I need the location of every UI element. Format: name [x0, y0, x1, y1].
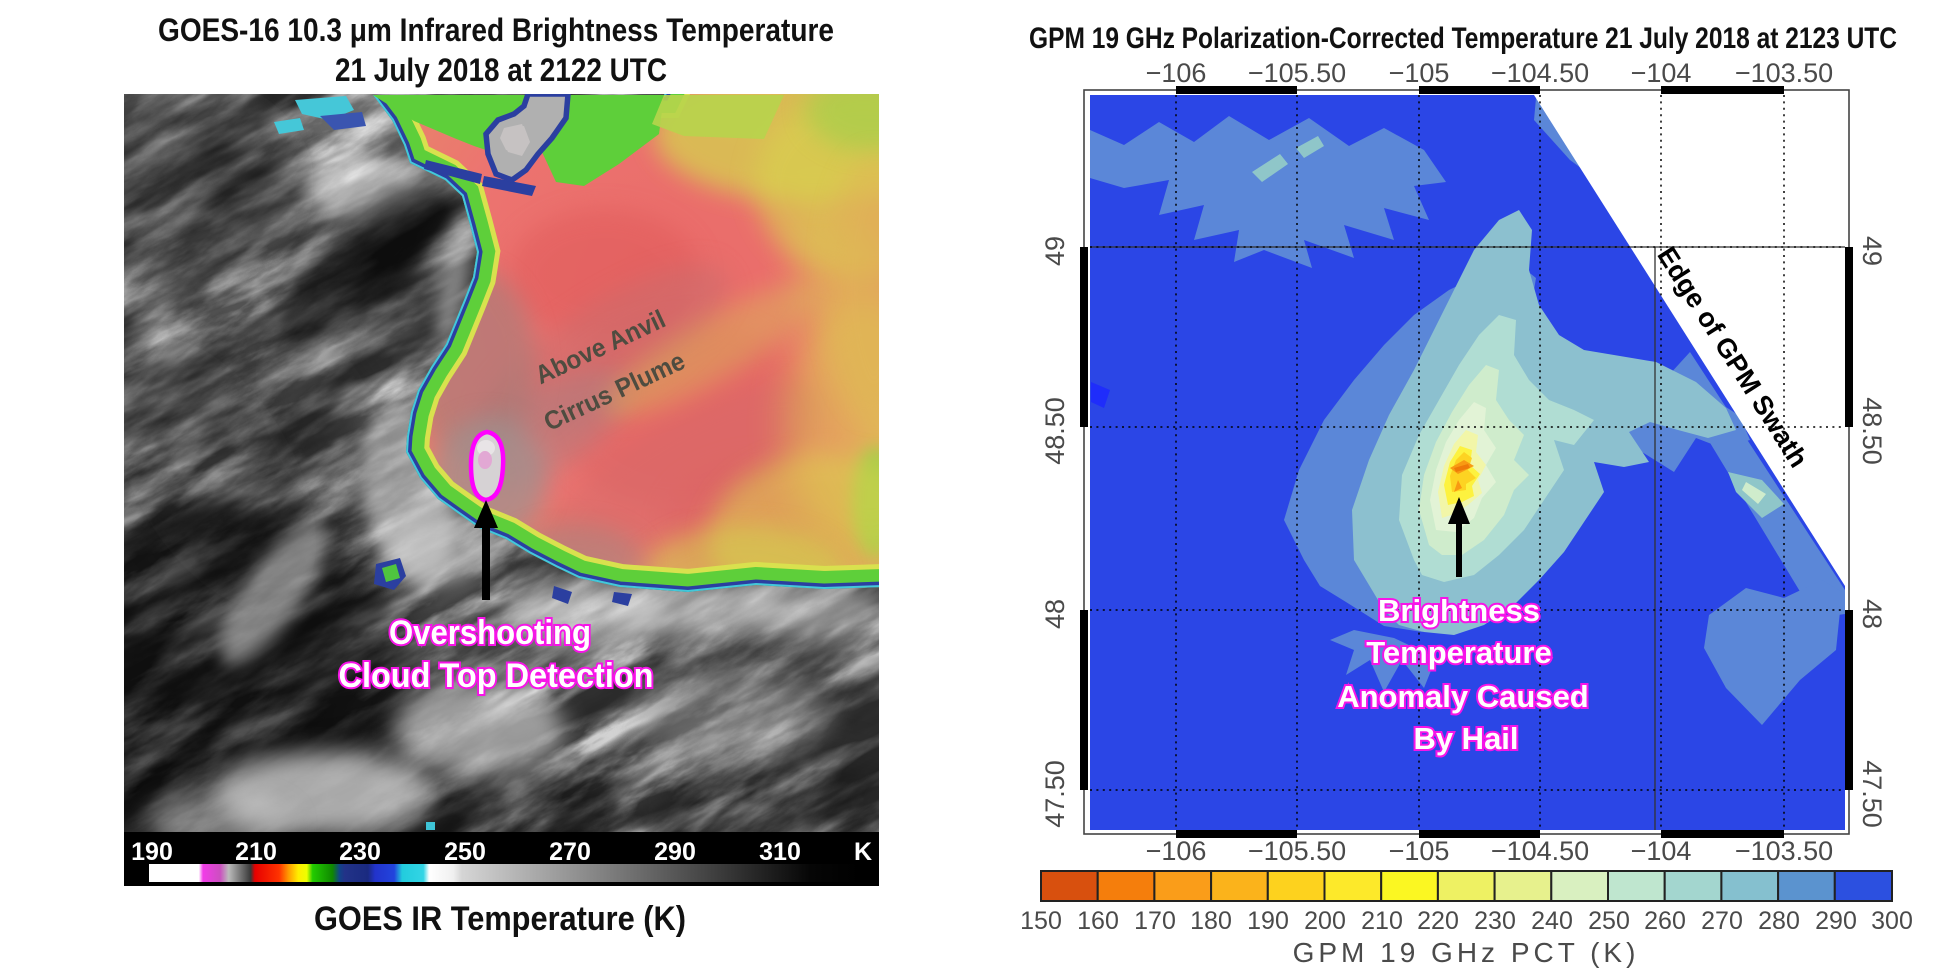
svg-text:Temperature: Temperature [1366, 635, 1552, 670]
svg-text:190: 190 [131, 838, 173, 866]
svg-text:270: 270 [1701, 907, 1743, 935]
svg-text:GPM 19 GHz Polarization-Correc: GPM 19 GHz Polarization-Corrected Temper… [1029, 22, 1897, 55]
svg-text:−105.50: −105.50 [1248, 836, 1346, 866]
svg-text:−103.50: −103.50 [1735, 836, 1833, 866]
svg-text:21 July 2018 at 2122 UTC: 21 July 2018 at 2122 UTC [335, 52, 667, 88]
svg-text:Brightness: Brightness [1378, 593, 1540, 628]
svg-text:−106: −106 [1146, 836, 1207, 866]
svg-text:250: 250 [1588, 907, 1630, 935]
svg-text:200: 200 [1304, 907, 1346, 935]
svg-text:310: 310 [759, 838, 801, 866]
svg-text:By Hail: By Hail [1413, 721, 1518, 756]
svg-text:210: 210 [1361, 907, 1403, 935]
svg-text:48.50: 48.50 [1040, 397, 1070, 465]
svg-text:230: 230 [1474, 907, 1516, 935]
svg-text:GOES-16 10.3 μm Infrared Brigh: GOES-16 10.3 μm Infrared Brightness Temp… [158, 12, 834, 48]
svg-text:Overshooting: Overshooting [389, 614, 591, 652]
svg-text:48.50: 48.50 [1857, 397, 1887, 465]
svg-text:−104: −104 [1631, 836, 1692, 866]
svg-text:48: 48 [1857, 599, 1887, 629]
svg-text:220: 220 [1417, 907, 1459, 935]
svg-text:47.50: 47.50 [1040, 760, 1070, 828]
svg-text:49: 49 [1857, 236, 1887, 266]
svg-text:300: 300 [1871, 907, 1913, 935]
svg-text:150: 150 [1020, 907, 1062, 935]
svg-text:−104.50: −104.50 [1491, 58, 1589, 88]
svg-text:−106: −106 [1146, 58, 1207, 88]
svg-text:Cloud Top Detection: Cloud Top Detection [339, 657, 654, 695]
svg-text:230: 230 [339, 838, 381, 866]
svg-text:210: 210 [235, 838, 277, 866]
svg-text:−105.50: −105.50 [1248, 58, 1346, 88]
svg-text:160: 160 [1077, 907, 1119, 935]
svg-text:270: 270 [549, 838, 591, 866]
svg-text:−104.50: −104.50 [1491, 836, 1589, 866]
svg-text:190: 190 [1247, 907, 1289, 935]
svg-text:240: 240 [1531, 907, 1573, 935]
svg-text:250: 250 [444, 838, 486, 866]
svg-text:290: 290 [1815, 907, 1857, 935]
svg-text:GOES IR Temperature (K): GOES IR Temperature (K) [314, 900, 686, 938]
svg-text:48: 48 [1040, 599, 1070, 629]
svg-text:170: 170 [1134, 907, 1176, 935]
svg-text:47.50: 47.50 [1857, 760, 1887, 828]
svg-text:−105: −105 [1389, 836, 1450, 866]
svg-text:280: 280 [1758, 907, 1800, 935]
svg-text:GPM 19 GHz PCT (K): GPM 19 GHz PCT (K) [1293, 937, 1640, 968]
svg-text:49: 49 [1040, 236, 1070, 266]
svg-text:K: K [854, 838, 872, 866]
svg-text:−104: −104 [1631, 58, 1692, 88]
svg-text:−105: −105 [1389, 58, 1450, 88]
svg-text:180: 180 [1190, 907, 1232, 935]
svg-text:260: 260 [1644, 907, 1686, 935]
svg-text:−103.50: −103.50 [1735, 58, 1833, 88]
svg-text:290: 290 [654, 838, 696, 866]
svg-text:Anomaly Caused: Anomaly Caused [1337, 679, 1589, 714]
